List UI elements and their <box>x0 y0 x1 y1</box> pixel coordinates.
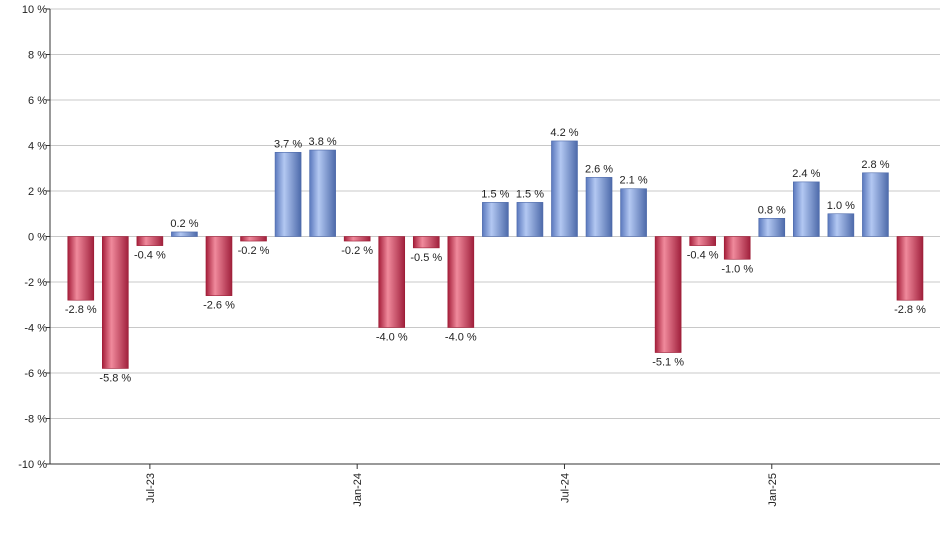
bar-value-label: 2.6 % <box>585 163 613 175</box>
bar <box>896 236 924 301</box>
bar <box>67 236 95 301</box>
y-tick-label: -10 % <box>18 459 47 471</box>
bar-value-label: 3.7 % <box>274 138 302 150</box>
bar-value-label: -4.0 % <box>376 332 408 344</box>
bar <box>343 236 371 242</box>
bar <box>378 236 406 328</box>
bar <box>412 236 440 249</box>
bar-value-label: -2.8 % <box>894 304 926 316</box>
bar-value-label: 1.0 % <box>827 200 855 212</box>
bar-value-label: 2.8 % <box>861 159 889 171</box>
bar <box>585 177 613 237</box>
y-tick-label: -8 % <box>24 414 47 426</box>
bar-value-label: -2.6 % <box>203 300 235 312</box>
bar-value-label: 0.8 % <box>758 204 786 216</box>
bar <box>240 236 267 242</box>
y-tick-label: 2 % <box>28 186 47 198</box>
bar-value-label: -4.0 % <box>445 332 477 344</box>
bar-value-label: 1.5 % <box>481 188 509 200</box>
bar-value-label: 2.4 % <box>792 168 820 180</box>
bar <box>793 181 820 237</box>
bar <box>136 236 164 246</box>
bar <box>689 236 716 246</box>
bar <box>862 172 889 237</box>
y-tick-label: -6 % <box>24 368 47 380</box>
bar <box>827 213 855 237</box>
bars <box>67 140 924 369</box>
bar-value-label: 3.8 % <box>309 136 337 148</box>
data-labels: -2.8 % -5.8 % -0.4 % 0.2 % -2.6 % -0.2 % 3.7 %… <box>65 127 926 385</box>
bar-value-label: 4.2 % <box>550 127 578 139</box>
bar-value-label: -1.0 % <box>721 263 753 275</box>
y-axis-tick-labels: 10 % 8 % 6 % 4 % 2 % 0 % -2 % -4 % -6 % -8 % -10 % <box>18 4 50 471</box>
bar-value-label: -0.2 % <box>238 245 270 257</box>
bar <box>654 236 682 353</box>
bar-value-label: -0.2 % <box>341 245 373 257</box>
bar-value-label: -2.8 % <box>65 304 97 316</box>
bar <box>205 236 233 296</box>
bar-value-label: -5.8 % <box>99 372 131 384</box>
y-tick-label: 10 % <box>22 4 47 16</box>
bar <box>758 218 786 237</box>
bar-value-label: -5.1 % <box>652 357 684 369</box>
x-tick-label: Jul-23 <box>145 473 157 503</box>
x-tick-label: Jan-24 <box>352 473 364 507</box>
y-tick-label: -4 % <box>24 323 47 335</box>
bar <box>620 188 647 237</box>
bar <box>447 236 475 328</box>
bar <box>274 152 302 237</box>
bar <box>723 236 751 260</box>
y-tick-label: 6 % <box>28 95 47 107</box>
axes <box>49 9 940 465</box>
y-tick-label: 4 % <box>28 141 47 153</box>
bar <box>309 149 336 237</box>
bar-value-label: -0.5 % <box>410 252 442 264</box>
bar <box>551 140 578 237</box>
bar-value-label: 2.1 % <box>620 175 648 187</box>
y-tick-label: 8 % <box>28 50 47 62</box>
y-tick-label: 0 % <box>28 232 47 244</box>
bar-value-label: 1.5 % <box>516 188 544 200</box>
bar-value-label: -0.4 % <box>134 250 166 262</box>
bar-value-label: 0.2 % <box>170 218 198 230</box>
bar <box>482 202 509 237</box>
bar <box>171 231 198 237</box>
bar-value-label: -0.4 % <box>687 250 719 262</box>
bar <box>516 202 544 237</box>
x-tick-label: Jan-25 <box>767 473 779 507</box>
bar <box>102 236 129 369</box>
x-axis-tick-labels: Jul-23 Jan-24 Jul-24 Jan-25 <box>145 464 779 507</box>
y-tick-label: -2 % <box>24 277 47 289</box>
x-tick-label: Jul-24 <box>559 473 571 503</box>
